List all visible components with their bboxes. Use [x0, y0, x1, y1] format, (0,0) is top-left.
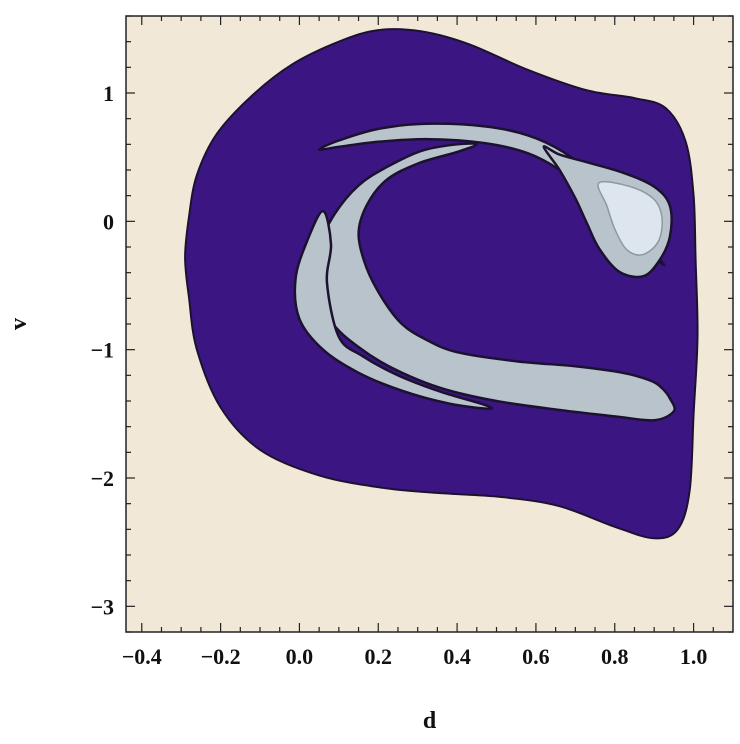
x-tick-label: 0.4 [443, 644, 471, 669]
x-tick-label: 0.2 [365, 644, 393, 669]
x-tick-label: 1.0 [680, 644, 708, 669]
x-axis-label: d [423, 708, 437, 734]
y-axis-label: v [6, 318, 32, 330]
y-tick-label: 1 [103, 81, 114, 106]
x-tick-label: −0.2 [201, 644, 241, 669]
x-tick-label: 0.8 [601, 644, 629, 669]
x-tick-label: 0.0 [286, 644, 314, 669]
x-tick-label: −0.4 [122, 644, 162, 669]
y-tick-label: 0 [103, 209, 114, 234]
y-tick-label: −2 [90, 466, 114, 491]
y-tick-label: −3 [90, 594, 114, 619]
y-tick-label: −1 [90, 338, 114, 363]
x-tick-label: 0.6 [522, 644, 550, 669]
plot-area [126, 16, 733, 632]
